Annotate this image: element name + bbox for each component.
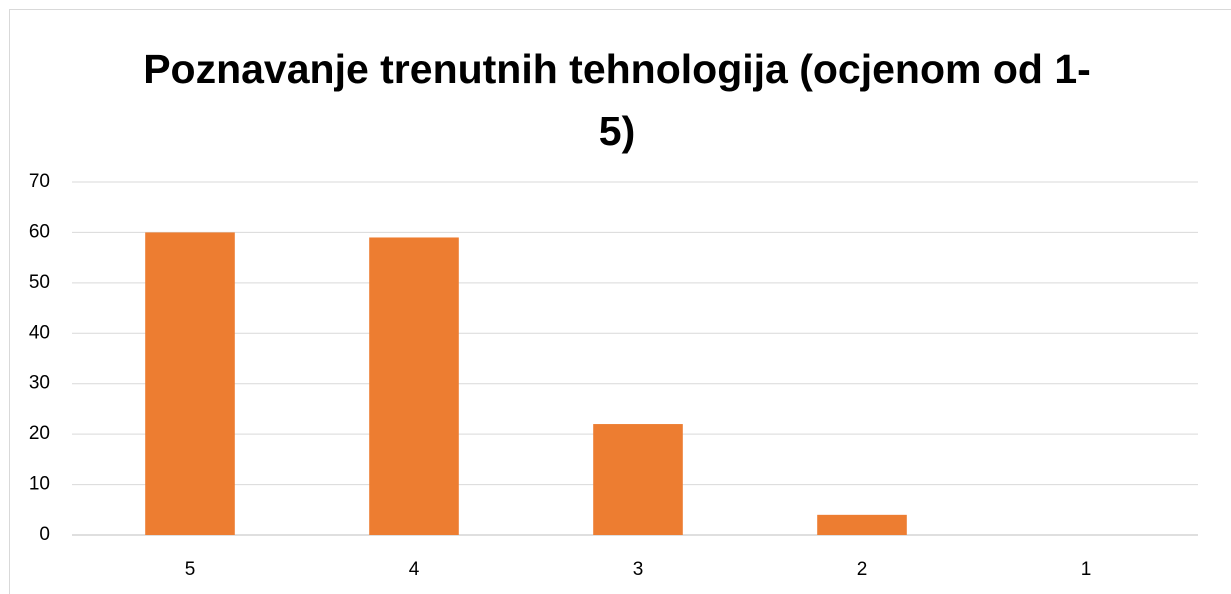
y-tick-label: 0 bbox=[39, 524, 50, 545]
y-tick-label: 30 bbox=[29, 373, 50, 394]
bar bbox=[369, 237, 459, 535]
x-tick-label: 1 bbox=[1081, 559, 1092, 580]
y-tick-label: 50 bbox=[29, 272, 50, 293]
y-tick-label: 40 bbox=[29, 322, 50, 343]
y-tick-label: 60 bbox=[29, 221, 50, 242]
y-tick-label: 20 bbox=[29, 423, 50, 444]
x-tick-label: 2 bbox=[857, 559, 868, 580]
x-tick-label: 3 bbox=[633, 559, 644, 580]
bar bbox=[145, 232, 235, 535]
y-tick-label: 10 bbox=[29, 474, 50, 495]
bar bbox=[593, 424, 683, 535]
chart-border bbox=[9, 9, 1231, 594]
chart-title: Poznavanje trenutnih tehnologija (ocjeno… bbox=[143, 46, 1091, 154]
x-tick-label: 4 bbox=[409, 559, 420, 580]
y-tick-label: 70 bbox=[29, 171, 50, 192]
x-tick-label: 5 bbox=[185, 559, 196, 580]
bar bbox=[817, 514, 907, 535]
